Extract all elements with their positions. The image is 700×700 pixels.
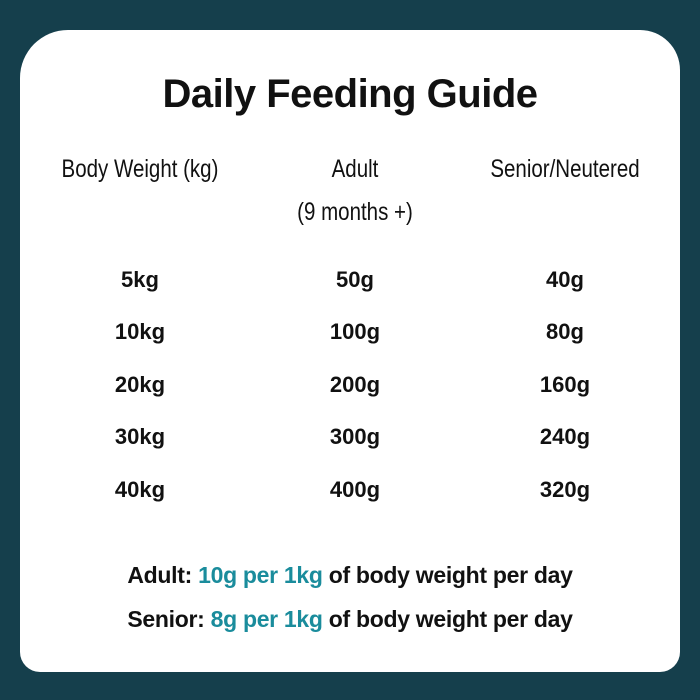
column-header-senior: Senior/Neutered (490, 155, 640, 183)
table-cell: 40g (546, 267, 584, 292)
table-cell: 20kg (114, 372, 166, 397)
table-cell: 160g (539, 372, 591, 397)
table-cell: 50g (336, 267, 374, 292)
page-title: Daily Feeding Guide (162, 72, 538, 116)
table-cell: 40kg (114, 477, 166, 502)
table-cell: 320g (539, 477, 591, 502)
table-cell: 5kg (121, 267, 159, 292)
column-subheader-adult: (9 months +) (297, 198, 413, 226)
footer-text: of body weight per day (328, 562, 573, 588)
column-header-adult: Adult (331, 155, 379, 183)
footer-rate: 10g per 1kg (198, 562, 323, 588)
table-cell: 30kg (114, 424, 166, 449)
footer-rate: 8g per 1kg (210, 606, 323, 632)
footer-senior-rate: Senior: 8g per 1kg of body weight per da… (0, 606, 700, 633)
feeding-guide-card (20, 30, 680, 672)
footer-label: Senior: (127, 606, 205, 632)
table-cell: 400g (329, 477, 381, 502)
footer-adult-rate: Adult: 10g per 1kg of body weight per da… (0, 562, 700, 589)
table-cell: 200g (329, 372, 381, 397)
footer-text: of body weight per day (328, 606, 573, 632)
table-cell: 80g (546, 319, 584, 344)
column-header-body-weight: Body Weight (kg) (61, 155, 219, 183)
table-cell: 100g (329, 319, 381, 344)
table-cell: 240g (539, 424, 591, 449)
table-cell: 300g (329, 424, 381, 449)
table-cell: 10kg (114, 319, 166, 344)
footer-label: Adult: (127, 562, 192, 588)
